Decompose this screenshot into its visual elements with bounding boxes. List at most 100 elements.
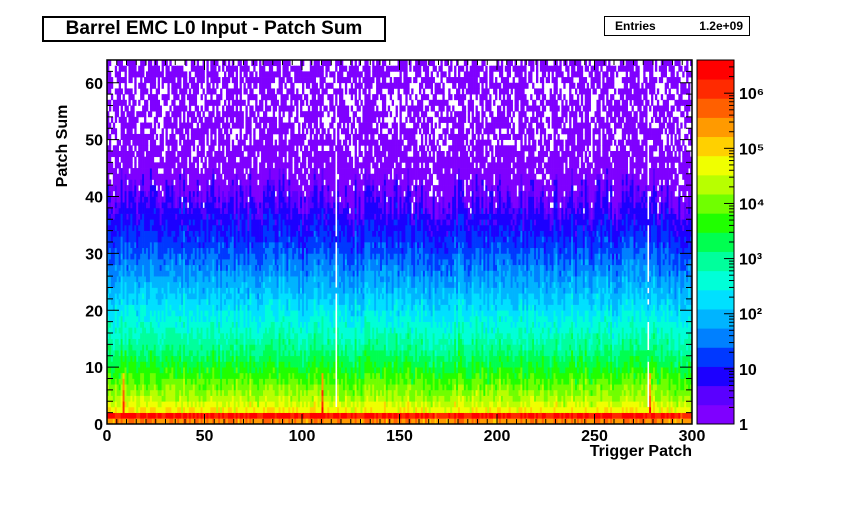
heatmap-cell xyxy=(166,134,168,140)
heatmap-cell xyxy=(121,106,123,112)
heatmap-cell xyxy=(216,106,218,112)
heatmap-cell xyxy=(185,71,187,77)
heatmap-cell xyxy=(119,94,121,100)
heatmap-cell xyxy=(218,123,220,129)
heatmap-cell xyxy=(245,60,247,66)
heatmap-cell xyxy=(232,168,234,174)
heatmap-cell xyxy=(183,111,185,117)
heatmap-cell xyxy=(228,134,230,140)
heatmap-cell xyxy=(150,179,152,185)
heatmap-cell xyxy=(242,168,244,174)
heatmap-cell xyxy=(128,140,130,146)
heatmap-cell xyxy=(271,66,273,72)
heatmap-cell xyxy=(125,179,127,185)
heatmap-cell xyxy=(173,162,175,168)
heatmap-cell xyxy=(273,191,275,197)
heatmap-cell xyxy=(160,106,162,112)
heatmap-cell xyxy=(152,134,154,140)
heatmap-cell xyxy=(230,128,232,134)
heatmap-cell xyxy=(201,168,203,174)
heatmap-cell xyxy=(214,140,216,146)
heatmap-cell xyxy=(249,134,251,140)
heatmap-cell xyxy=(173,100,175,106)
heatmap-cell xyxy=(201,106,203,112)
heatmap-cell xyxy=(123,94,125,100)
heatmap-cell xyxy=(134,128,136,134)
heatmap-cell xyxy=(226,128,228,134)
heatmap-cell xyxy=(119,162,121,168)
heatmap-cell xyxy=(175,140,177,146)
heatmap-cell xyxy=(146,145,148,151)
heatmap-cell xyxy=(197,83,199,89)
heatmap-cell xyxy=(119,71,121,77)
heatmap-cell xyxy=(109,100,111,106)
heatmap-cell xyxy=(228,145,230,151)
heatmap-cell xyxy=(125,100,127,106)
heatmap-cell xyxy=(175,145,177,151)
heatmap-cell xyxy=(169,60,171,66)
heatmap-cell xyxy=(257,151,259,157)
heatmap-cell xyxy=(205,94,207,100)
heatmap-cell xyxy=(162,66,164,72)
heatmap-cell xyxy=(236,179,238,185)
heatmap-cell xyxy=(169,168,171,174)
heatmap-cell xyxy=(206,77,208,83)
heatmap-cell xyxy=(134,88,136,94)
heatmap-cell xyxy=(255,94,257,100)
heatmap-cell xyxy=(162,157,164,163)
heatmap-cell xyxy=(115,168,117,174)
heatmap-cell xyxy=(245,106,247,112)
heatmap-cell xyxy=(134,83,136,89)
heatmap-cell xyxy=(179,168,181,174)
heatmap-cell xyxy=(167,94,169,100)
heatmap-cell xyxy=(210,94,212,100)
heatmap-cell xyxy=(162,145,164,151)
heatmap-cell xyxy=(119,140,121,146)
heatmap-cell xyxy=(183,117,185,123)
heatmap-cell xyxy=(273,88,275,94)
heatmap-cell xyxy=(179,117,181,123)
heatmap-cell xyxy=(189,71,191,77)
heatmap-cell xyxy=(154,123,156,129)
heatmap-cell xyxy=(167,83,169,89)
heatmap-cell xyxy=(197,106,199,112)
heatmap-cell xyxy=(244,100,246,106)
heatmap-cell xyxy=(146,88,148,94)
heatmap-cell xyxy=(228,77,230,83)
heatmap-cell xyxy=(236,77,238,83)
heatmap-cell xyxy=(271,140,273,146)
heatmap-cell xyxy=(177,94,179,100)
heatmap-cell xyxy=(228,100,230,106)
heatmap-cell xyxy=(245,197,247,203)
heatmap-cell xyxy=(111,191,113,197)
heatmap-cell xyxy=(259,60,261,66)
heatmap-cell xyxy=(179,197,181,203)
heatmap-cell xyxy=(132,151,134,157)
heatmap-cell xyxy=(271,134,273,140)
heatmap-cell xyxy=(201,157,203,163)
heatmap-cell xyxy=(214,66,216,72)
heatmap-cell xyxy=(218,111,220,117)
heatmap-cell xyxy=(130,128,132,134)
heatmap-cell xyxy=(154,128,156,134)
heatmap-cell xyxy=(195,94,197,100)
heatmap-cell xyxy=(218,77,220,83)
heatmap-cell xyxy=(173,134,175,140)
heatmap-cell xyxy=(187,117,189,123)
heatmap-cell xyxy=(150,60,152,66)
heatmap-cell xyxy=(189,145,191,151)
heatmap-cell xyxy=(134,145,136,151)
heatmap-cell xyxy=(185,157,187,163)
heatmap-cell xyxy=(232,94,234,100)
heatmap-cell xyxy=(160,151,162,157)
heatmap-cell xyxy=(261,140,263,146)
heatmap-cell xyxy=(269,106,271,112)
heatmap-cell xyxy=(253,134,255,140)
heatmap-cell xyxy=(203,77,205,83)
heatmap-cell xyxy=(167,66,169,72)
heatmap-cell xyxy=(142,151,144,157)
heatmap-cell xyxy=(205,157,207,163)
heatmap-cell xyxy=(185,106,187,112)
heatmap-cell xyxy=(228,140,230,146)
heatmap-cell xyxy=(158,83,160,89)
